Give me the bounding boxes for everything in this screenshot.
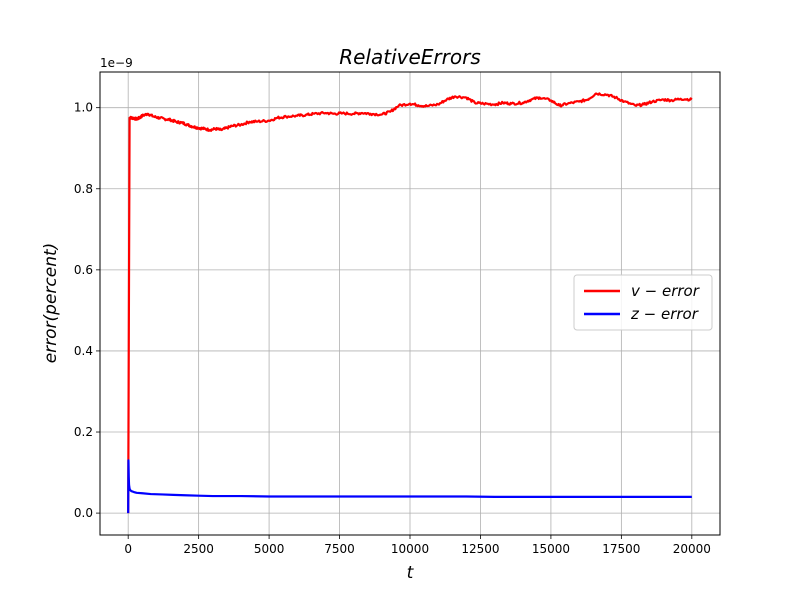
legend: v − error z − error bbox=[573, 274, 713, 331]
series-line-v-error bbox=[127, 92, 693, 514]
x-tick-label: 15000 bbox=[532, 542, 570, 556]
legend-label-v-error: v − error bbox=[631, 282, 700, 300]
legend-label-z-error: z − error bbox=[630, 305, 699, 323]
x-tick-label: 12500 bbox=[461, 542, 499, 556]
y-tick-label: 0.2 bbox=[74, 425, 93, 439]
y-axis-offset-label: 1e−9 bbox=[100, 56, 133, 70]
y-axis-label: error(percent) bbox=[41, 243, 61, 364]
x-axis-label: t bbox=[407, 563, 415, 583]
x-tick-label: 0 bbox=[124, 542, 132, 556]
legend-box bbox=[573, 274, 713, 331]
x-tick-label: 2500 bbox=[183, 542, 214, 556]
x-tick-label: 7500 bbox=[324, 542, 355, 556]
x-tick-label: 17500 bbox=[602, 542, 640, 556]
x-tick-label: 5000 bbox=[254, 542, 285, 556]
data-series bbox=[127, 92, 693, 514]
series-line-z-error bbox=[127, 459, 692, 514]
y-tick-label: 0.4 bbox=[74, 344, 93, 358]
y-tick-label: 0.0 bbox=[74, 506, 93, 520]
y-tick-label: 1.0 bbox=[74, 101, 93, 115]
x-tick-label: 20000 bbox=[673, 542, 711, 556]
chart-title: RelativeErrors bbox=[339, 45, 481, 69]
axis-ticks: 0 2500 5000 7500 10000 12500 15000 17500 20000 0.… bbox=[74, 101, 711, 556]
y-tick-label: 0.8 bbox=[74, 182, 93, 196]
y-tick-label: 0.6 bbox=[74, 263, 93, 277]
x-tick-label: 10000 bbox=[391, 542, 429, 556]
